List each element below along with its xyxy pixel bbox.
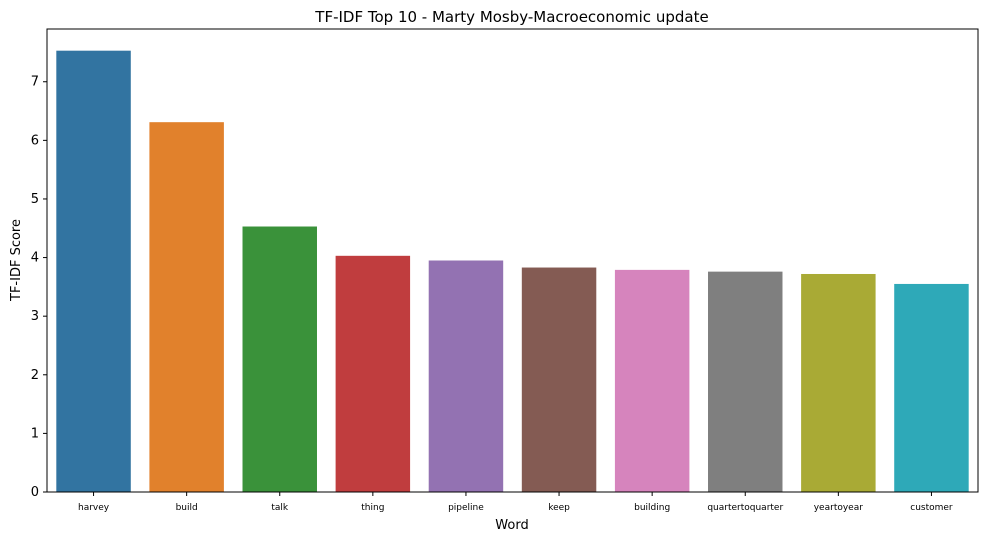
y-axis-label: TF-IDF Score bbox=[9, 219, 24, 302]
x-tick-label-talk: talk bbox=[271, 503, 289, 513]
bar-harvey bbox=[56, 50, 131, 492]
x-axis-label: Word bbox=[495, 518, 528, 533]
x-tick-label-quartertoquarter: quartertoquarter bbox=[707, 503, 783, 513]
y-tick-label: 4 bbox=[31, 251, 39, 266]
y-tick-label: 2 bbox=[31, 368, 39, 383]
bar-talk bbox=[242, 226, 317, 492]
x-tick-label-build: build bbox=[176, 503, 198, 513]
chart-title: TF-IDF Top 10 - Marty Mosby-Macroeconomi… bbox=[314, 8, 708, 26]
x-tick-label-pipeline: pipeline bbox=[448, 503, 484, 513]
y-axis-ticks: 0 1 2 3 4 5 6 7 bbox=[31, 75, 47, 500]
bar-pipeline bbox=[428, 260, 504, 492]
bars-group bbox=[56, 50, 969, 493]
x-tick-label-harvey: harvey bbox=[78, 503, 110, 513]
x-tick-label-yeartoyear: yeartoyear bbox=[814, 503, 863, 513]
y-tick-label: 1 bbox=[31, 426, 39, 441]
bar-quartertoquarter bbox=[708, 271, 783, 492]
x-tick-label-thing: thing bbox=[361, 503, 384, 513]
bar-keep bbox=[521, 267, 597, 492]
bar-thing bbox=[335, 255, 411, 492]
x-tick-label-customer: customer bbox=[910, 503, 953, 513]
x-tick-label-building: building bbox=[634, 503, 670, 513]
plot-frame bbox=[46, 28, 979, 493]
bar-build bbox=[149, 122, 224, 493]
y-tick-label: 7 bbox=[31, 75, 39, 90]
y-tick-label: 5 bbox=[31, 192, 39, 207]
bar-customer bbox=[894, 283, 969, 492]
x-tick-label-keep: keep bbox=[548, 503, 570, 513]
bar-building bbox=[614, 269, 690, 492]
x-axis-ticks: harvey build talk thing pipeline keep building… bbox=[78, 492, 953, 513]
bar-yeartoyear bbox=[801, 273, 876, 492]
y-tick-label: 6 bbox=[31, 133, 39, 148]
y-tick-label: 3 bbox=[31, 309, 39, 324]
y-tick-label: 0 bbox=[31, 485, 39, 500]
